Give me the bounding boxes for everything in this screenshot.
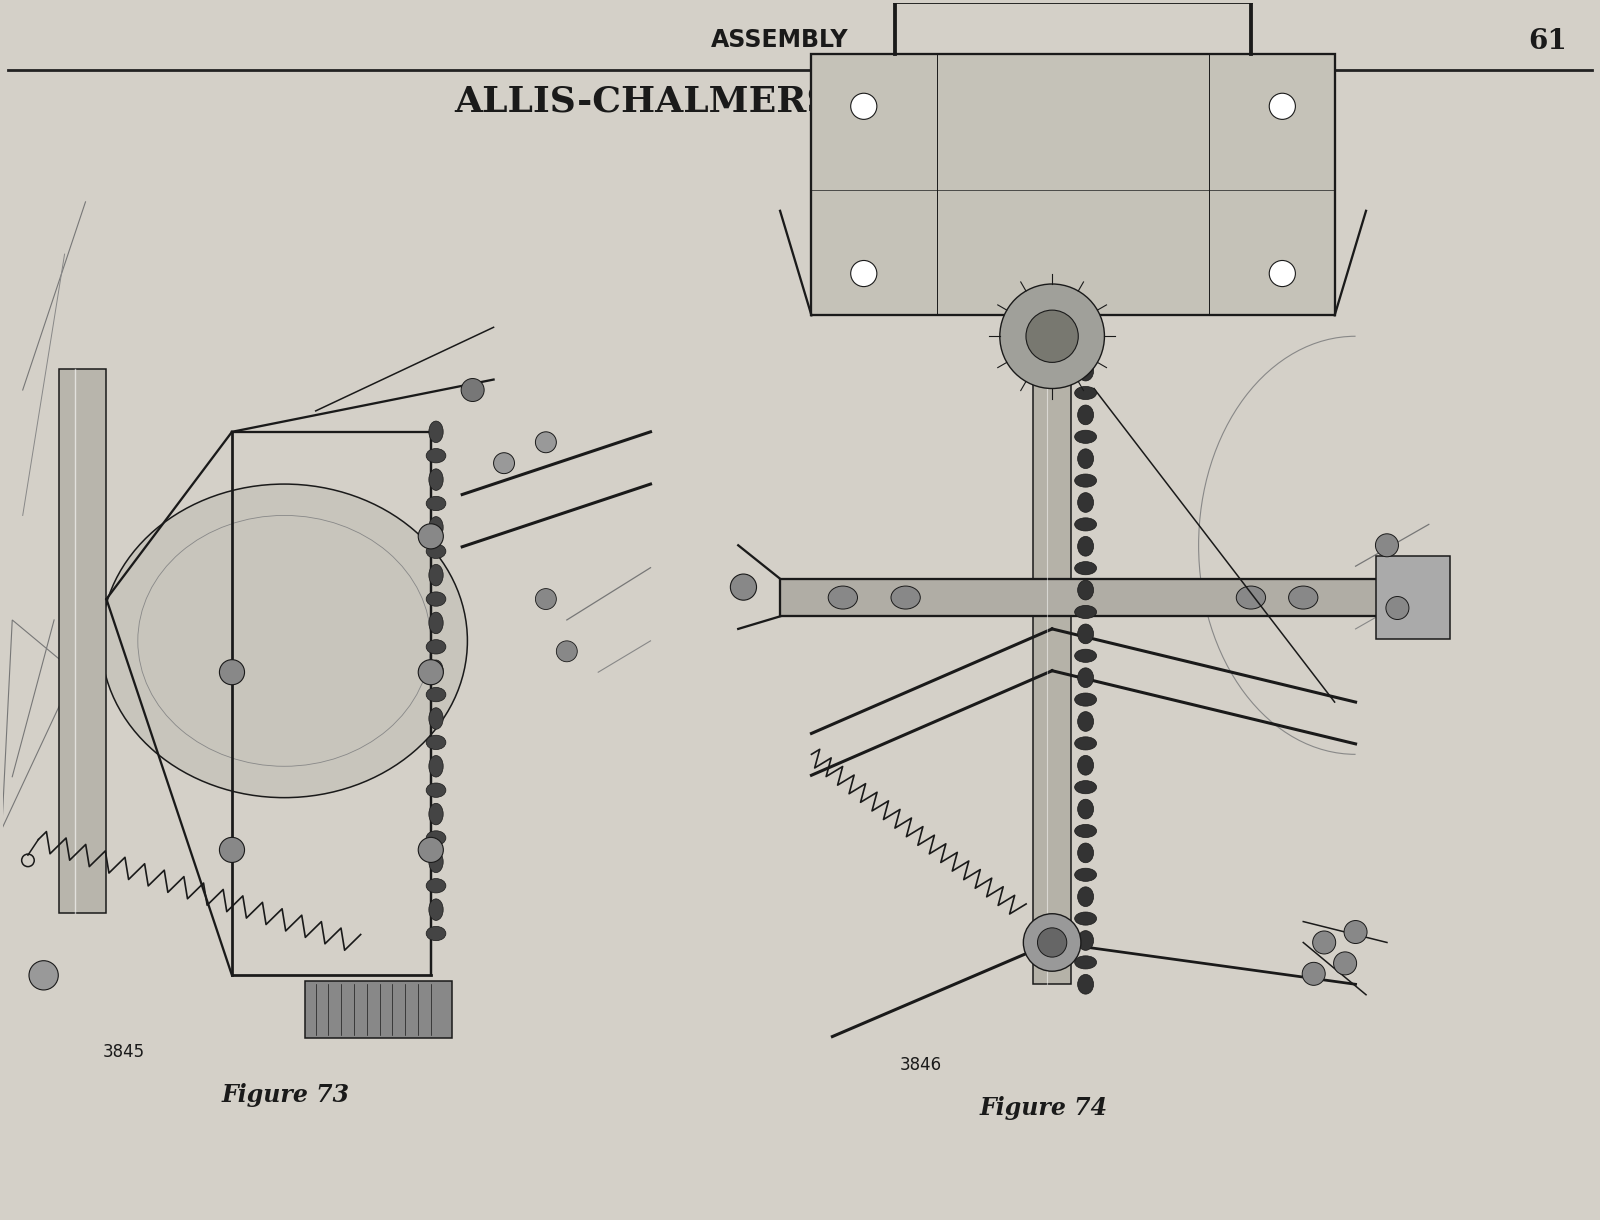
Ellipse shape (426, 592, 446, 606)
FancyBboxPatch shape (1376, 556, 1450, 639)
Ellipse shape (1237, 586, 1266, 609)
Ellipse shape (1078, 843, 1093, 863)
Ellipse shape (891, 586, 920, 609)
Ellipse shape (1075, 431, 1096, 443)
Ellipse shape (429, 565, 443, 586)
Ellipse shape (429, 899, 443, 920)
Ellipse shape (429, 516, 443, 538)
Ellipse shape (1288, 586, 1318, 609)
Ellipse shape (1075, 825, 1096, 838)
FancyBboxPatch shape (811, 54, 1334, 315)
Ellipse shape (429, 852, 443, 872)
Ellipse shape (101, 484, 467, 798)
FancyBboxPatch shape (59, 370, 107, 913)
Ellipse shape (1075, 913, 1096, 925)
Ellipse shape (429, 612, 443, 633)
Ellipse shape (1078, 975, 1093, 994)
Ellipse shape (418, 837, 443, 863)
Ellipse shape (1333, 952, 1357, 975)
Ellipse shape (1026, 310, 1078, 362)
Ellipse shape (1078, 755, 1093, 775)
Ellipse shape (429, 708, 443, 730)
Ellipse shape (557, 640, 578, 661)
Ellipse shape (1078, 405, 1093, 425)
Ellipse shape (1075, 475, 1096, 487)
Ellipse shape (1075, 649, 1096, 662)
FancyBboxPatch shape (781, 578, 1387, 616)
Ellipse shape (1078, 449, 1093, 468)
Ellipse shape (418, 523, 443, 549)
Text: 3846: 3846 (899, 1057, 942, 1074)
Ellipse shape (1078, 711, 1093, 731)
Ellipse shape (426, 736, 446, 749)
Ellipse shape (1075, 869, 1096, 881)
Ellipse shape (730, 575, 757, 600)
Ellipse shape (429, 660, 443, 682)
FancyBboxPatch shape (306, 981, 451, 1038)
Ellipse shape (1078, 625, 1093, 644)
Text: 61: 61 (1528, 28, 1568, 55)
Ellipse shape (426, 783, 446, 798)
Ellipse shape (536, 588, 557, 610)
Ellipse shape (1075, 955, 1096, 969)
Ellipse shape (418, 660, 443, 684)
Ellipse shape (851, 93, 877, 120)
Ellipse shape (1075, 693, 1096, 706)
Ellipse shape (426, 878, 446, 893)
Ellipse shape (219, 660, 245, 684)
Ellipse shape (426, 639, 446, 654)
Ellipse shape (1078, 537, 1093, 556)
Ellipse shape (426, 449, 446, 462)
Ellipse shape (219, 837, 245, 863)
Ellipse shape (1037, 928, 1067, 958)
Ellipse shape (426, 926, 446, 941)
Ellipse shape (426, 544, 446, 559)
Text: ALLIS-CHALMERS “B” AND “C”: ALLIS-CHALMERS “B” AND “C” (454, 84, 1106, 118)
Ellipse shape (1269, 261, 1296, 287)
Text: ASSEMBLY: ASSEMBLY (712, 28, 850, 51)
Ellipse shape (1075, 605, 1096, 619)
Ellipse shape (426, 831, 446, 845)
Ellipse shape (1075, 561, 1096, 575)
Ellipse shape (1269, 93, 1296, 120)
Ellipse shape (1078, 493, 1093, 512)
Ellipse shape (29, 960, 58, 989)
Ellipse shape (429, 755, 443, 777)
Ellipse shape (429, 421, 443, 443)
Ellipse shape (1024, 914, 1082, 971)
Ellipse shape (1075, 517, 1096, 531)
FancyBboxPatch shape (1034, 315, 1070, 985)
Text: Figure 74: Figure 74 (979, 1096, 1107, 1120)
Ellipse shape (1078, 667, 1093, 688)
Ellipse shape (461, 378, 485, 401)
Ellipse shape (426, 497, 446, 511)
Ellipse shape (536, 432, 557, 453)
Ellipse shape (1078, 361, 1093, 381)
Ellipse shape (1000, 284, 1104, 388)
Text: 3845: 3845 (102, 1043, 144, 1061)
Ellipse shape (1078, 581, 1093, 600)
Ellipse shape (1075, 343, 1096, 356)
Ellipse shape (1078, 887, 1093, 906)
Ellipse shape (429, 803, 443, 825)
Ellipse shape (426, 687, 446, 701)
Ellipse shape (1376, 534, 1398, 556)
Ellipse shape (1075, 387, 1096, 400)
Text: Figure 73: Figure 73 (222, 1083, 350, 1107)
Ellipse shape (1386, 597, 1410, 620)
Ellipse shape (1302, 963, 1325, 986)
Ellipse shape (829, 586, 858, 609)
Ellipse shape (1312, 931, 1336, 954)
Ellipse shape (429, 468, 443, 490)
Ellipse shape (851, 261, 877, 287)
Ellipse shape (1075, 737, 1096, 750)
Ellipse shape (1078, 799, 1093, 819)
Ellipse shape (493, 453, 515, 473)
Ellipse shape (1344, 921, 1366, 943)
Ellipse shape (1075, 781, 1096, 794)
Ellipse shape (1078, 931, 1093, 950)
